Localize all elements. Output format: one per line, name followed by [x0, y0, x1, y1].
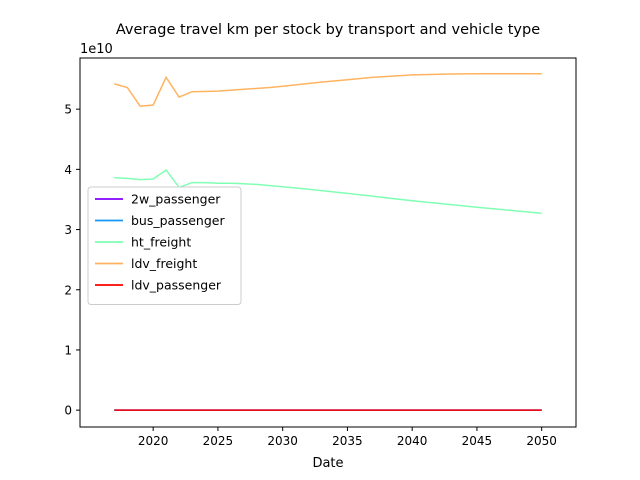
x-tick-label: 2035 [332, 434, 363, 448]
x-tick-label: 2040 [397, 434, 428, 448]
y-tick-label: 2 [64, 283, 72, 297]
x-tick-label: 2020 [138, 434, 169, 448]
series-layer [114, 72, 542, 411]
y-tick-label: 4 [64, 163, 72, 177]
legend-label-ht_freight: ht_freight [131, 235, 191, 250]
x-tick-label: 2025 [203, 434, 234, 448]
plot-frame [79, 57, 577, 428]
y-tick-label: 3 [64, 223, 72, 237]
y-axis: 0 1 2 3 4 5 [64, 103, 80, 418]
x-tick-label: 2050 [526, 434, 557, 448]
legend: 2w_passenger bus_passenger ht_freight ldv_f… [87, 186, 242, 305]
x-axis-label: Date [312, 456, 343, 471]
x-axis: 2020 2025 2030 2035 2040 2045 2050 [138, 427, 557, 448]
series-line-ht_freight [114, 168, 542, 215]
y-tick-label: 5 [64, 103, 72, 117]
legend-label-bus_passenger: bus_passenger [131, 213, 225, 228]
x-tick-label: 2045 [462, 434, 493, 448]
y-offset-label: 1e10 [80, 42, 113, 57]
chart-title: Average travel km per stock by transport… [116, 22, 540, 38]
y-tick-label: 1 [64, 343, 72, 357]
legend-box [87, 186, 242, 305]
y-tick-label: 0 [64, 404, 72, 418]
series-line-ldv_freight [114, 72, 542, 107]
legend-label-ldv_freight: ldv_freight [131, 256, 197, 271]
legend-label-ldv_passenger: ldv_passenger [131, 278, 222, 293]
x-tick-label: 2030 [267, 434, 298, 448]
legend-label-2w_passenger: 2w_passenger [131, 192, 221, 207]
